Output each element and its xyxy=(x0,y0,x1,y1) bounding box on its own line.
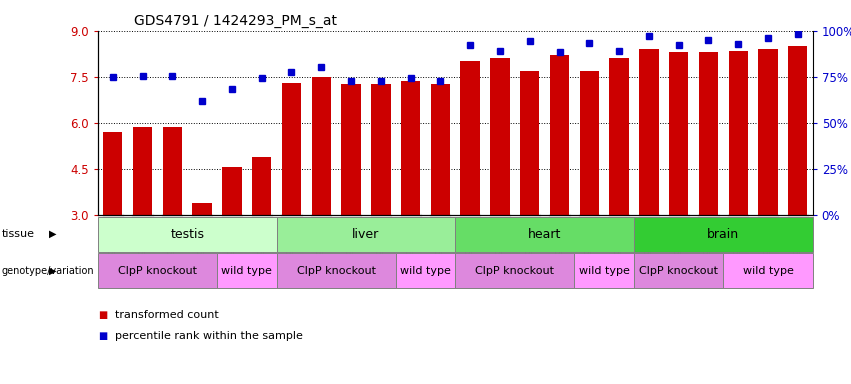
Bar xyxy=(455,217,634,252)
Bar xyxy=(133,127,152,215)
Text: ▶: ▶ xyxy=(49,229,56,239)
Bar xyxy=(396,253,455,288)
Bar xyxy=(639,49,659,215)
Bar xyxy=(277,253,396,288)
Bar xyxy=(222,167,242,215)
Bar xyxy=(699,52,718,215)
Text: ■: ■ xyxy=(98,331,107,341)
Text: GDS4791 / 1424293_PM_s_at: GDS4791 / 1424293_PM_s_at xyxy=(134,14,337,28)
Text: ClpP knockout: ClpP knockout xyxy=(639,266,718,276)
Text: liver: liver xyxy=(352,228,380,241)
Text: wild type: wild type xyxy=(579,266,630,276)
Bar xyxy=(788,46,808,215)
Bar xyxy=(277,217,455,252)
Bar xyxy=(252,157,271,215)
Bar xyxy=(728,51,748,215)
Text: genotype/variation: genotype/variation xyxy=(2,266,94,276)
Text: heart: heart xyxy=(528,228,562,241)
Bar xyxy=(192,203,212,215)
Text: ClpP knockout: ClpP knockout xyxy=(297,266,375,276)
Bar xyxy=(574,253,634,288)
Text: wild type: wild type xyxy=(400,266,451,276)
Bar xyxy=(431,84,450,215)
Bar xyxy=(550,55,569,215)
Text: percentile rank within the sample: percentile rank within the sample xyxy=(115,331,303,341)
Bar xyxy=(163,127,182,215)
Bar xyxy=(490,58,510,215)
Bar xyxy=(520,71,540,215)
Bar xyxy=(98,253,217,288)
Text: ■: ■ xyxy=(98,310,107,320)
Bar xyxy=(758,49,778,215)
Text: tissue: tissue xyxy=(2,229,35,239)
Bar xyxy=(311,77,331,215)
Bar xyxy=(460,61,480,215)
Bar xyxy=(98,217,277,252)
Text: transformed count: transformed count xyxy=(115,310,219,320)
Text: ClpP knockout: ClpP knockout xyxy=(476,266,554,276)
Text: testis: testis xyxy=(170,228,204,241)
Bar xyxy=(371,84,391,215)
Text: brain: brain xyxy=(707,228,740,241)
Bar xyxy=(634,217,813,252)
Bar xyxy=(580,71,599,215)
Bar xyxy=(723,253,813,288)
Bar xyxy=(217,253,277,288)
Bar xyxy=(341,84,361,215)
Text: ClpP knockout: ClpP knockout xyxy=(118,266,197,276)
Text: ▶: ▶ xyxy=(49,266,56,276)
Bar xyxy=(609,58,629,215)
Bar xyxy=(282,83,301,215)
Text: wild type: wild type xyxy=(743,266,793,276)
Bar xyxy=(103,132,123,215)
Bar xyxy=(669,52,688,215)
Bar xyxy=(455,253,574,288)
Bar xyxy=(401,81,420,215)
Text: wild type: wild type xyxy=(221,266,272,276)
Bar xyxy=(634,253,723,288)
